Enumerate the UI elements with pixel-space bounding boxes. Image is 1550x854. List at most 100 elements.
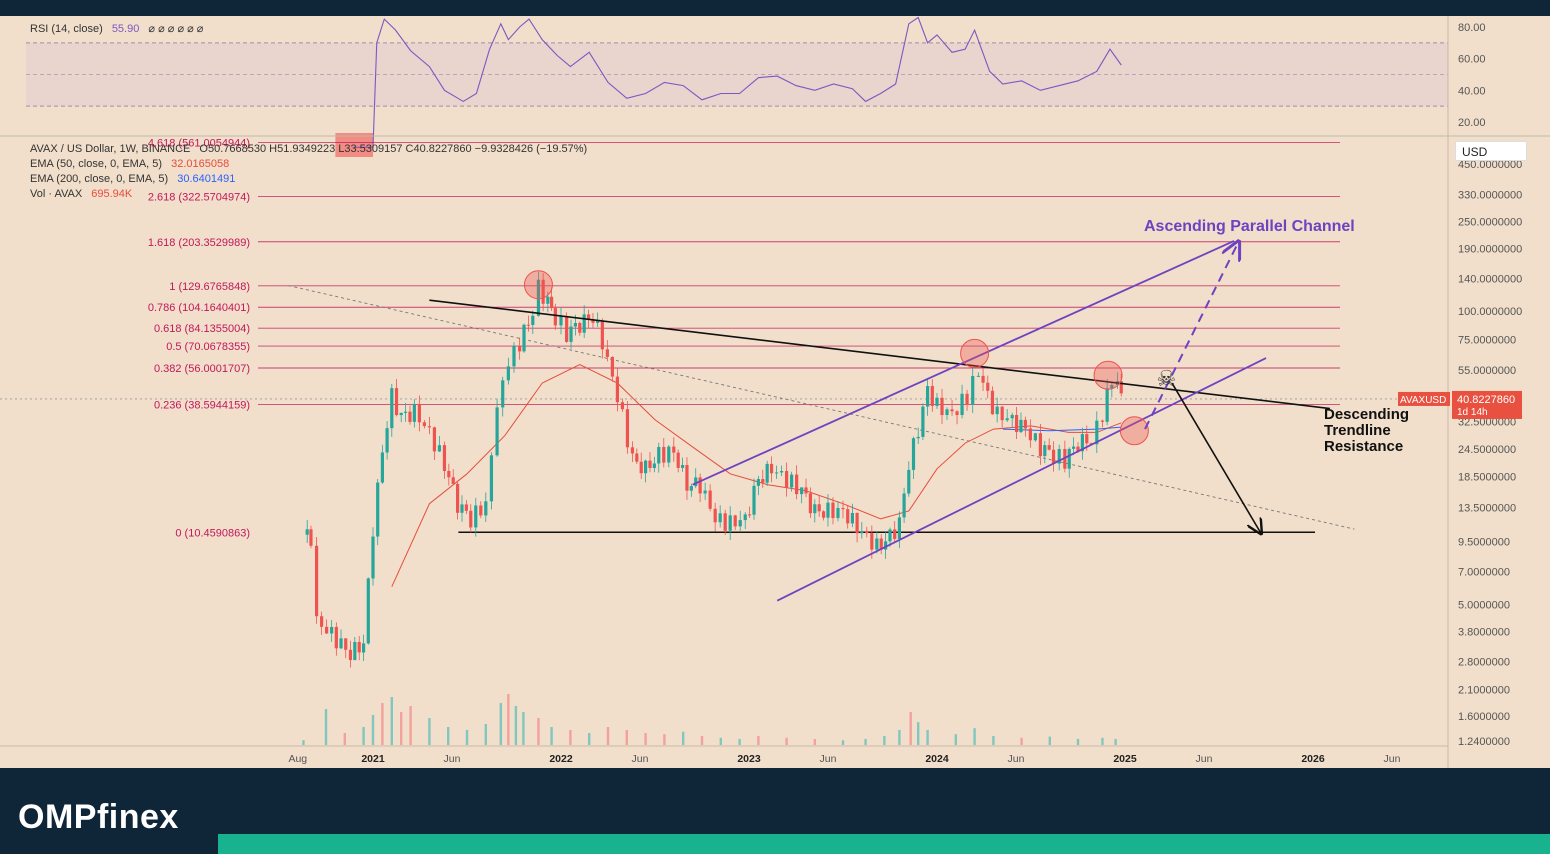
candle-body — [460, 504, 463, 512]
candle-body — [795, 475, 798, 495]
candle-body — [309, 529, 312, 545]
candle-body — [428, 426, 431, 427]
chart-area[interactable]: 80.00 60.00 40.00 20.00 450.0000000 330.00000… — [0, 16, 1550, 768]
currency-selector[interactable]: USD — [1455, 141, 1527, 161]
candle-body — [1085, 434, 1088, 443]
candle-body — [315, 546, 318, 616]
time-tick-label: Jun — [1383, 753, 1400, 765]
candle-body — [921, 407, 924, 437]
candle-body — [611, 357, 614, 377]
candle-body — [977, 376, 980, 377]
candle-body — [729, 515, 732, 530]
candle-body — [330, 627, 333, 634]
time-tick-label: Jun — [819, 753, 836, 765]
candle-body — [775, 472, 778, 473]
candle-body — [574, 323, 577, 327]
volume-bar — [973, 728, 975, 745]
volume-bar — [607, 727, 609, 745]
candle-body — [640, 462, 643, 473]
trendline-annotation-line-2: Trendline — [1324, 423, 1409, 439]
price-tick-label: 18.5000000 — [1458, 471, 1516, 483]
price-tick-label: 190.0000000 — [1458, 243, 1522, 255]
candle-body — [527, 325, 530, 326]
candle-body — [903, 494, 906, 518]
price-tick-label: 140.0000000 — [1458, 273, 1522, 285]
candle-body — [583, 314, 586, 332]
candle-body — [371, 537, 374, 579]
candle-body — [657, 447, 660, 464]
fib-level-label: 1.618 (203.3529989) — [148, 237, 250, 249]
skull-icon: ☠ — [1156, 367, 1176, 392]
volume-bar — [391, 697, 393, 745]
ohlc-values: O50.7668530 H51.9349223 L33.5309157 C40.… — [199, 143, 587, 155]
candle-body — [851, 513, 854, 523]
rsi-settings-dots: ⌀ ⌀ ⌀ ⌀ ⌀ ⌀ — [148, 23, 203, 35]
candle-body — [578, 323, 581, 333]
candle-body — [1106, 388, 1109, 422]
volume-bar — [428, 718, 430, 745]
volume-bar — [507, 694, 509, 745]
symbol-legend: AVAX / US Dollar, 1W, BINANCE O50.766853… — [30, 143, 593, 155]
candle-body — [358, 642, 361, 652]
volume-bar — [447, 727, 449, 745]
candle-body — [744, 514, 747, 520]
candle-body — [986, 383, 989, 391]
candle-body — [804, 487, 807, 493]
price-chart-svg[interactable]: 80.00 60.00 40.00 20.00 450.0000000 330.00000… — [0, 16, 1550, 768]
highlight-circle — [961, 339, 989, 367]
candle-body — [408, 412, 411, 422]
candle-body — [950, 409, 953, 411]
candle-body — [362, 643, 365, 652]
candle-body — [1072, 447, 1075, 449]
trendline-annotation-line-1: Descending — [1324, 407, 1409, 423]
volume-bar — [720, 738, 722, 745]
candle-body — [971, 376, 974, 405]
candle-body — [550, 297, 553, 308]
time-tick-label: Jun — [1007, 753, 1024, 765]
price-tick-label: 9.5000000 — [1458, 537, 1510, 549]
time-tick-label: Aug — [288, 753, 307, 765]
volume-bar — [701, 736, 703, 745]
price-tick-label: 7.0000000 — [1458, 567, 1510, 579]
volume-bar — [682, 732, 684, 745]
ema200-label: EMA (200, close, 0, EMA, 5) — [30, 173, 168, 185]
candle-body — [893, 529, 896, 538]
candle-body — [955, 411, 958, 415]
candle-body — [465, 504, 468, 510]
candle-body — [785, 471, 788, 487]
candle-body — [456, 484, 459, 513]
footer-accent-bar — [218, 834, 1550, 854]
dotted-trendline — [288, 286, 1354, 530]
candle-body — [907, 470, 910, 494]
ema50-legend: EMA (50, close, 0, EMA, 5) 32.0165058 — [30, 158, 235, 170]
channel-line — [693, 241, 1234, 485]
candle-body — [1101, 421, 1104, 422]
candle-body — [662, 447, 665, 463]
price-tick-label: 100.0000000 — [1458, 306, 1522, 318]
volume-bar — [663, 734, 665, 745]
candle-body — [353, 642, 356, 660]
volume-bar — [842, 740, 844, 745]
candle-body — [813, 504, 816, 513]
candle-body — [931, 386, 934, 406]
volume-bar — [909, 712, 911, 745]
candle-body — [546, 297, 549, 304]
candle-body — [757, 479, 760, 486]
price-tick-label: 75.0000000 — [1458, 334, 1516, 346]
candle-body — [554, 308, 557, 325]
volume-bar — [1020, 738, 1022, 745]
fib-level-label: 0.786 (104.1640401) — [148, 302, 250, 314]
time-tick-label: 2023 — [737, 753, 761, 765]
candle-body — [452, 477, 455, 484]
fib-level-label: 0.382 (56.0001707) — [154, 363, 250, 375]
time-tick-label: Jun — [1195, 753, 1212, 765]
candle-body — [917, 437, 920, 438]
volume-legend: Vol · AVAX 695.94K — [30, 188, 138, 200]
candle-body — [507, 366, 510, 380]
candle-body — [413, 404, 416, 422]
candle-body — [856, 513, 859, 533]
candle-body — [325, 627, 328, 634]
price-tick-label: 250.0000000 — [1458, 217, 1522, 229]
volume-bar — [898, 730, 900, 745]
candle-body — [349, 650, 352, 660]
